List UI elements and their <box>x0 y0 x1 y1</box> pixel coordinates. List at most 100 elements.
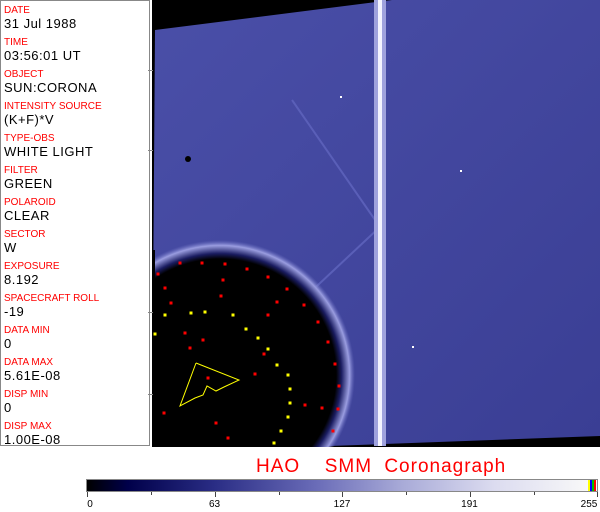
red-marker <box>156 272 160 276</box>
field-object: OBJECT SUN:CORONA <box>4 69 97 95</box>
yellow-marker <box>256 336 260 340</box>
field-label: FILTER <box>4 165 38 176</box>
red-marker <box>333 362 337 366</box>
yellow-marker <box>279 429 283 433</box>
coronagraph-image <box>85 0 600 510</box>
field-filter: FILTER GREEN <box>4 165 53 191</box>
field-time: TIME 03:56:01 UT <box>4 37 81 63</box>
field-spacecraft-roll: SPACECRAFT ROLL -19 <box>4 293 99 319</box>
colorbar-tick <box>342 492 343 497</box>
field-label: SECTOR <box>4 229 46 240</box>
header-info-panel: DATE 31 Jul 1988 TIME 03:56:01 UT OBJECT SUN:… <box>0 0 150 447</box>
markers <box>153 261 341 445</box>
yellow-marker <box>286 373 290 377</box>
yellow-marker <box>288 401 292 405</box>
yellow-marker <box>286 415 290 419</box>
colorbar-tick-label: 63 <box>208 499 221 510</box>
color-bar <box>86 479 598 492</box>
field-value: GREEN <box>4 176 53 191</box>
red-marker <box>275 300 279 304</box>
yellow-marker <box>275 363 279 367</box>
colorbar-minor-tick <box>278 492 280 495</box>
instrument-title: HAO SMM Coronagraph <box>256 456 507 477</box>
field-value: WHITE LIGHT <box>4 144 94 159</box>
field-intensity-source: INTENSITY SOURCE (K+F)*V <box>4 101 102 127</box>
red-marker <box>183 331 187 335</box>
field-label: DATE <box>4 5 30 16</box>
red-marker <box>188 346 192 350</box>
yellow-marker <box>231 313 235 317</box>
yellow-marker <box>163 313 167 317</box>
field-label: INTENSITY SOURCE <box>4 101 102 112</box>
red-marker <box>178 261 182 265</box>
red-marker <box>206 376 210 380</box>
field-value: CLEAR <box>4 208 50 223</box>
field-disp-min: DISP MIN 0 <box>4 389 48 415</box>
field-disp-max: DISP MAX 1.00E-08 <box>4 421 61 447</box>
colorbar-tick <box>469 492 471 497</box>
field-value: SUN:CORONA <box>4 80 98 95</box>
field-label: DISP MAX <box>4 421 52 432</box>
colorbar-tick <box>214 492 216 497</box>
coronagraph-image-svg <box>85 0 600 510</box>
red-marker <box>266 313 270 317</box>
field-label: POLAROID <box>4 197 56 208</box>
yellow-marker <box>203 310 207 314</box>
colorbar-tick-label: 255 <box>580 499 598 510</box>
field-value: 1.00E-08 <box>4 432 61 447</box>
field-label: DATA MIN <box>4 325 50 336</box>
colorbar-tick-label: 0 <box>87 499 93 510</box>
colorbar-tick <box>87 492 88 497</box>
red-marker <box>221 278 225 282</box>
region-outline <box>179 362 241 408</box>
red-marker <box>326 340 330 344</box>
red-marker <box>266 275 270 279</box>
red-marker <box>200 261 204 265</box>
field-label: DATA MAX <box>4 357 54 368</box>
field-value: -19 <box>4 304 25 319</box>
field-label: DISP MIN <box>4 389 49 400</box>
colorbar-tick-label: 127 <box>333 499 351 510</box>
red-marker <box>214 421 218 425</box>
red-marker <box>163 286 167 290</box>
field-label: TIME <box>4 37 28 48</box>
red-marker <box>336 407 340 411</box>
field-value: W <box>4 240 17 255</box>
field-label: TYPE-OBS <box>4 133 55 144</box>
occulter-disk <box>104 259 336 491</box>
yellow-marker <box>189 311 193 315</box>
field-date: DATE 31 Jul 1988 <box>4 5 77 31</box>
red-marker <box>320 406 324 410</box>
field-label: EXPOSURE <box>4 261 60 272</box>
yellow-marker <box>153 332 157 336</box>
red-marker <box>285 287 289 291</box>
field-value: 03:56:01 UT <box>4 48 82 63</box>
field-sector: SECTOR W <box>4 229 46 255</box>
field-label: SPACECRAFT ROLL <box>4 293 100 304</box>
red-marker <box>162 411 166 415</box>
field-data-max: DATA MAX 5.61E-08 <box>4 357 61 383</box>
colorbar-end-swatch <box>594 480 596 491</box>
field-value: 8.192 <box>4 272 40 287</box>
field-value: 0 <box>4 400 12 415</box>
red-marker <box>331 429 335 433</box>
colorbar-end-swatch <box>592 480 594 491</box>
colorbar-tick-label: 191 <box>461 499 478 510</box>
red-marker <box>223 262 227 266</box>
red-marker <box>226 436 230 440</box>
field-exposure: EXPOSURE 8.192 <box>4 261 60 287</box>
colorbar-minor-tick <box>406 492 407 495</box>
colorbar-minor-tick <box>533 492 535 495</box>
yellow-marker <box>244 327 248 331</box>
yellow-marker <box>272 441 276 445</box>
red-marker <box>303 403 307 407</box>
red-marker <box>245 267 249 271</box>
red-marker <box>201 338 205 342</box>
colorbar-tick <box>597 492 598 497</box>
field-value: 0 <box>4 336 12 351</box>
yellow-marker <box>288 387 292 391</box>
field-label: OBJECT <box>4 69 44 80</box>
red-marker <box>169 301 173 305</box>
red-marker <box>316 320 320 324</box>
field-data-min: DATA MIN 0 <box>4 325 50 351</box>
